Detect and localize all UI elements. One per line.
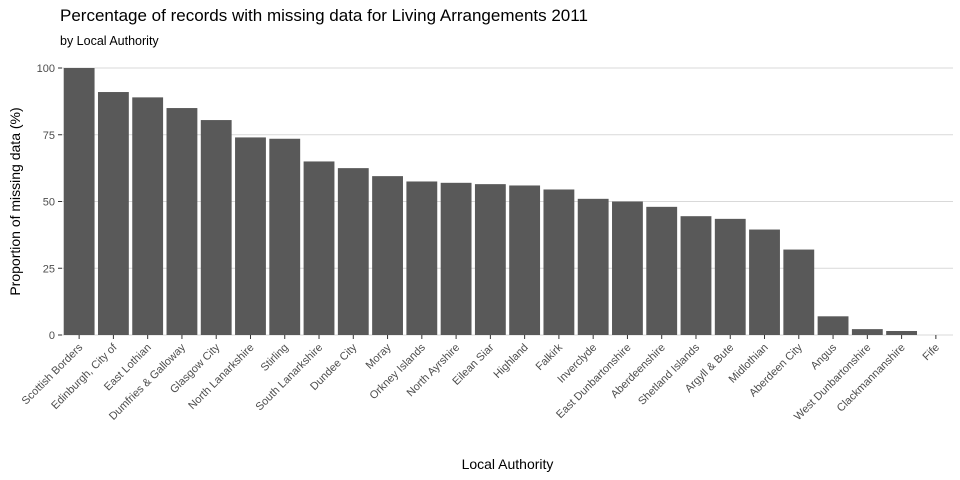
x-tick-label: Clackmannanshire [835,342,908,415]
bar [166,108,198,335]
chart-subtitle: by Local Authority [60,34,159,48]
bar [200,120,232,335]
y-tick-label: 0 [49,330,55,342]
x-tick-label: Stirling [259,342,291,374]
bar [714,218,746,335]
x-axis-title: Local Authority [462,456,554,472]
y-axis-title: Proportion of missing data (%) [7,107,23,295]
bar [817,316,849,335]
x-tick-label: Fife [921,342,942,363]
bar [372,176,403,335]
bar [132,97,164,336]
x-tick-label: Shetland Islands [636,341,702,407]
bar [406,181,438,335]
bar [543,189,575,335]
x-tick-label: Falkirk [534,341,566,373]
y-tick-label: 50 [43,197,55,209]
bar [886,330,918,335]
x-tick-label: Angus [809,341,840,372]
x-tick-label: Highland [492,342,531,381]
bar [577,198,609,335]
y-tick-label: 100 [37,63,55,75]
chart-title: Percentage of records with missing data … [60,6,588,25]
bar [269,138,301,335]
bar [235,137,266,335]
bar [612,201,643,335]
bar [97,92,129,335]
bar [474,184,506,335]
bar [749,229,780,335]
y-axis-ticks: 0 25 50 75 100 [37,63,62,342]
x-tick-label: Moray [364,341,394,371]
bar [509,185,541,335]
x-tick-label: North Lanarkshire [186,342,256,412]
bar [440,182,472,335]
bar [646,206,678,335]
bar [783,249,815,335]
bar [680,216,712,335]
bar [337,168,369,335]
bars [63,68,918,336]
x-tick-label: Scottish Borders [20,341,86,407]
bar [303,161,335,335]
bar [63,68,95,335]
y-tick-label: 75 [43,130,55,142]
y-tick-label: 25 [43,263,55,275]
bar [851,329,883,335]
